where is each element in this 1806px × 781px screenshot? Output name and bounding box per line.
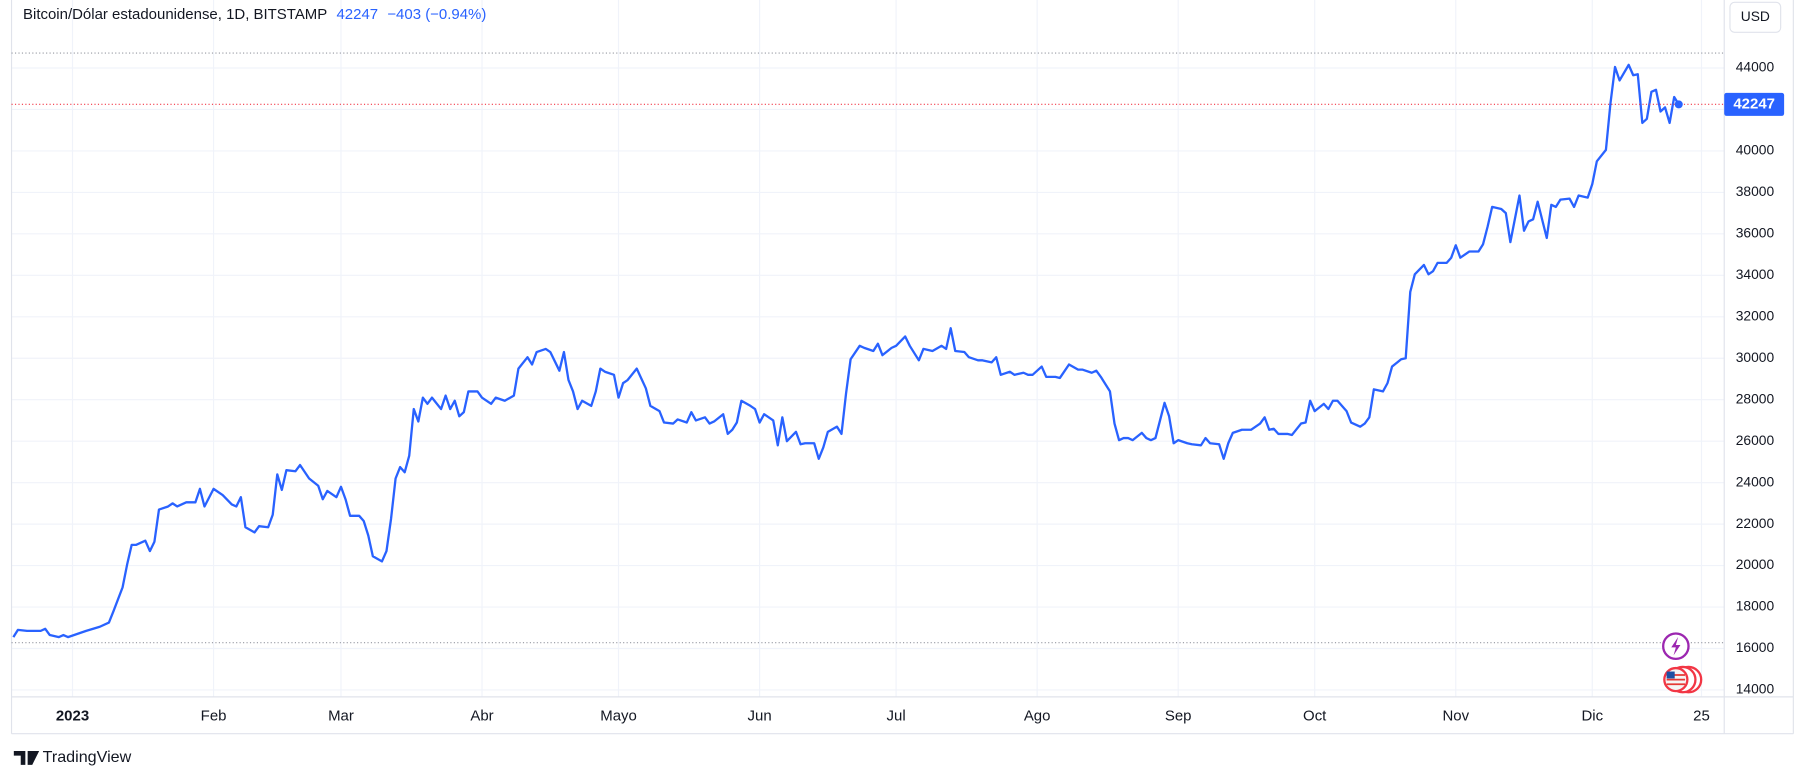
brand[interactable]: TradingView: [43, 748, 132, 766]
y-tick-label: 18000: [1736, 598, 1775, 614]
currency[interactable]: USD: [1741, 8, 1770, 24]
x-tick-label: Mayo: [600, 707, 637, 724]
y-tick-label: 34000: [1736, 266, 1775, 282]
y-tick-label: 26000: [1736, 432, 1775, 448]
grid: [11, 0, 1725, 697]
flag-canton: [1666, 671, 1675, 679]
x-tick-label: Jul: [887, 707, 906, 724]
x-tick-label: Sep: [1165, 707, 1192, 724]
lightning: [1671, 636, 1681, 656]
symbol-title: Bitcoin/Dólar estadounidense, 1D, BITSTA…: [23, 6, 327, 23]
x-tick-label: Jun: [748, 707, 772, 724]
last-price-label: 42247: [1733, 95, 1775, 112]
y-tick-label: 30000: [1736, 349, 1775, 365]
y-tick-label: 28000: [1736, 390, 1775, 406]
y-tick-label: 38000: [1736, 183, 1775, 199]
last-point: [1674, 100, 1683, 109]
x-tick-label: 25: [1693, 707, 1710, 724]
brand-logo[interactable]: TradingView: [13, 748, 132, 766]
marks: [11, 52, 1725, 644]
y-tick-label: 44000: [1736, 59, 1775, 75]
x-tick-label: Nov: [1442, 707, 1469, 724]
y-tick-label: 36000: [1736, 225, 1775, 241]
y-tick-label: 20000: [1736, 556, 1775, 572]
last-value: 42247: [336, 6, 378, 23]
change: −403 (−0.94%): [387, 6, 486, 23]
legend-header: Bitcoin/Dólar estadounidense, 1D, BITSTA…: [23, 6, 486, 23]
x-tick-label: Ago: [1024, 707, 1051, 724]
price-line: [12, 63, 1680, 639]
event-icons[interactable]: [1662, 632, 1703, 694]
currency-button[interactable]: [1729, 1, 1782, 33]
y-tick-label: 24000: [1736, 473, 1775, 489]
y-tick-label: 16000: [1736, 639, 1775, 655]
x-tick-label: Feb: [201, 707, 227, 724]
y-tick-label: 22000: [1736, 515, 1775, 531]
logo-mark: [13, 751, 40, 765]
x-tick-label: Mar: [328, 707, 354, 724]
y-tick-label: 40000: [1736, 142, 1775, 158]
x-tick-label: 2023: [56, 707, 89, 724]
y-tick-label: 14000: [1736, 681, 1775, 697]
x-tick-label: Dic: [1581, 707, 1603, 724]
x-tick-label: Abr: [470, 707, 493, 724]
y-tick-label: 32000: [1736, 307, 1775, 323]
last-price-box: [1724, 92, 1785, 116]
x-tick-label: Oct: [1303, 707, 1327, 724]
